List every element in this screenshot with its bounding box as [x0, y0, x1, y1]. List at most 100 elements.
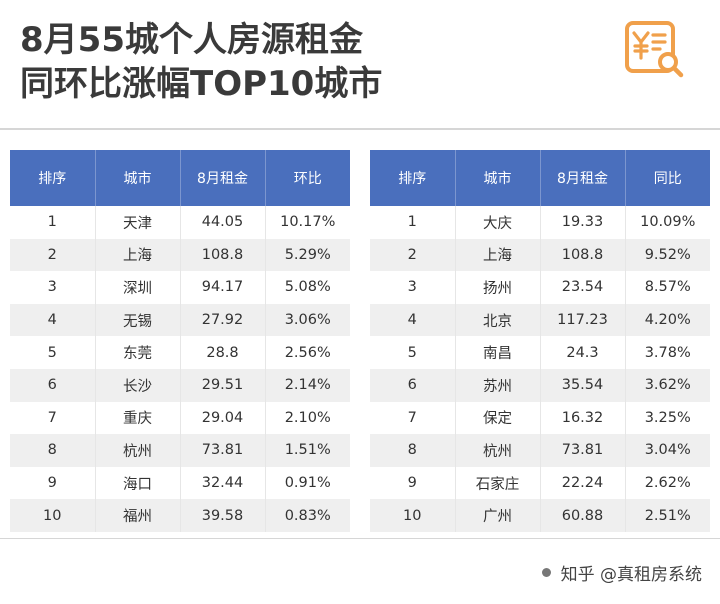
- cell-city: 石家庄: [455, 466, 541, 500]
- cell-change: 9.52%: [625, 238, 710, 272]
- cell-change: 3.25%: [625, 401, 710, 435]
- cell-rank: 5: [10, 336, 96, 369]
- cell-rent: 117.23: [540, 303, 626, 337]
- cell-rent: 28.8: [180, 336, 266, 369]
- table-row: 7 重庆 29.04 2.10%: [10, 401, 350, 435]
- yoy-rank-table: 排序 城市 8月租金 同比 1 大庆 19.33 10.09% 2 上海 108.8 9.52…: [370, 150, 710, 532]
- cell-city: 上海: [95, 238, 181, 272]
- cell-change: 2.14%: [265, 368, 350, 402]
- cell-rent: 24.3: [540, 336, 626, 369]
- title-line-2: 同环比涨幅TOP10城市: [20, 64, 383, 104]
- cell-rent: 60.88: [540, 499, 626, 532]
- cell-city: 福州: [95, 499, 181, 532]
- mom-rank-table: 排序 城市 8月租金 环比 1 天津 44.05 10.17% 2 上海 108.8 5.29…: [10, 150, 350, 532]
- table-row: 9 海口 32.44 0.91%: [10, 466, 350, 500]
- cell-rent: 23.54: [540, 271, 626, 304]
- cell-city: 南昌: [455, 336, 541, 369]
- cell-rent: 39.58: [180, 499, 266, 532]
- table-row: 1 大庆 19.33 10.09%: [370, 206, 710, 239]
- cell-city: 无锡: [95, 303, 181, 337]
- table-row: 6 苏州 35.54 3.62%: [370, 368, 710, 402]
- table-header-row: 排序 城市 8月租金 同比: [370, 150, 710, 206]
- cell-rank: 4: [370, 303, 456, 337]
- cell-rank: 2: [10, 238, 96, 272]
- cell-rent: 29.04: [180, 401, 266, 435]
- cell-city: 长沙: [95, 368, 181, 402]
- page-title: 8月55城个人房源租金 同环比涨幅TOP10城市: [20, 18, 382, 106]
- cell-rent: 32.44: [180, 466, 266, 500]
- cell-rank: 1: [10, 206, 96, 239]
- table-row: 10 福州 39.58 0.83%: [10, 499, 350, 532]
- cell-change: 3.06%: [265, 303, 350, 337]
- table-row: 5 南昌 24.3 3.78%: [370, 336, 710, 369]
- cell-rank: 7: [10, 401, 96, 435]
- cell-rent: 35.54: [540, 368, 626, 402]
- col-mom: 环比: [265, 150, 350, 206]
- cell-rank: 7: [370, 401, 456, 435]
- cell-rank: 6: [370, 368, 456, 402]
- cell-rank: 10: [370, 499, 456, 532]
- cell-change: 5.08%: [265, 271, 350, 304]
- cell-rent: 73.81: [180, 434, 266, 467]
- cell-city: 北京: [455, 303, 541, 337]
- cell-rank: 5: [370, 336, 456, 369]
- cell-rent: 94.17: [180, 271, 266, 304]
- cell-change: 2.56%: [265, 336, 350, 369]
- cell-change: 3.78%: [625, 336, 710, 369]
- cell-change: 2.51%: [625, 499, 710, 532]
- table-row: 6 长沙 29.51 2.14%: [10, 368, 350, 402]
- header-divider: [0, 128, 720, 130]
- cell-city: 东莞: [95, 336, 181, 369]
- cell-change: 3.62%: [625, 368, 710, 402]
- table-row: 1 天津 44.05 10.17%: [10, 206, 350, 239]
- col-rank: 排序: [370, 150, 456, 206]
- col-rank: 排序: [10, 150, 96, 206]
- cell-city: 扬州: [455, 271, 541, 304]
- cell-rent: 108.8: [540, 238, 626, 272]
- cell-rank: 8: [370, 434, 456, 467]
- cell-rank: 6: [10, 368, 96, 402]
- cell-change: 3.04%: [625, 434, 710, 467]
- cell-rank: 3: [370, 271, 456, 304]
- cell-rent: 108.8: [180, 238, 266, 272]
- table-row: 7 保定 16.32 3.25%: [370, 401, 710, 435]
- title-line-1: 8月55城个人房源租金: [20, 20, 363, 60]
- table-row: 9 石家庄 22.24 2.62%: [370, 466, 710, 500]
- cell-rank: 1: [370, 206, 456, 239]
- cell-rent: 16.32: [540, 401, 626, 435]
- cell-rent: 29.51: [180, 368, 266, 402]
- cell-city: 上海: [455, 238, 541, 272]
- cell-city: 苏州: [455, 368, 541, 402]
- cell-rank: 2: [370, 238, 456, 272]
- cell-change: 1.51%: [265, 434, 350, 467]
- table-row: 8 杭州 73.81 3.04%: [370, 434, 710, 467]
- table-row: 3 深圳 94.17 5.08%: [10, 271, 350, 304]
- cell-city: 重庆: [95, 401, 181, 435]
- cell-city: 天津: [95, 206, 181, 239]
- cell-rent: 27.92: [180, 303, 266, 337]
- cell-change: 0.91%: [265, 466, 350, 500]
- cell-rank: 9: [370, 466, 456, 500]
- cell-rent: 19.33: [540, 206, 626, 239]
- cell-change: 2.10%: [265, 401, 350, 435]
- cell-city: 深圳: [95, 271, 181, 304]
- cell-change: 10.17%: [265, 206, 350, 239]
- cell-change: 5.29%: [265, 238, 350, 272]
- cell-change: 2.62%: [625, 466, 710, 500]
- table-row: 2 上海 108.8 5.29%: [10, 238, 350, 272]
- table-row: 10 广州 60.88 2.51%: [370, 499, 710, 532]
- col-yoy: 同比: [625, 150, 710, 206]
- col-rent: 8月租金: [180, 150, 266, 206]
- cell-rank: 3: [10, 271, 96, 304]
- yen-document-search-icon: [625, 21, 684, 78]
- col-rent: 8月租金: [540, 150, 626, 206]
- table-row: 2 上海 108.8 9.52%: [370, 238, 710, 272]
- table-row: 8 杭州 73.81 1.51%: [10, 434, 350, 467]
- cell-change: 0.83%: [265, 499, 350, 532]
- cell-rank: 8: [10, 434, 96, 467]
- cell-rank: 10: [10, 499, 96, 532]
- cell-rent: 73.81: [540, 434, 626, 467]
- credit-text: 知乎 @真租房系统: [560, 564, 702, 585]
- col-city: 城市: [95, 150, 181, 206]
- bullet-dot-icon: [541, 567, 551, 577]
